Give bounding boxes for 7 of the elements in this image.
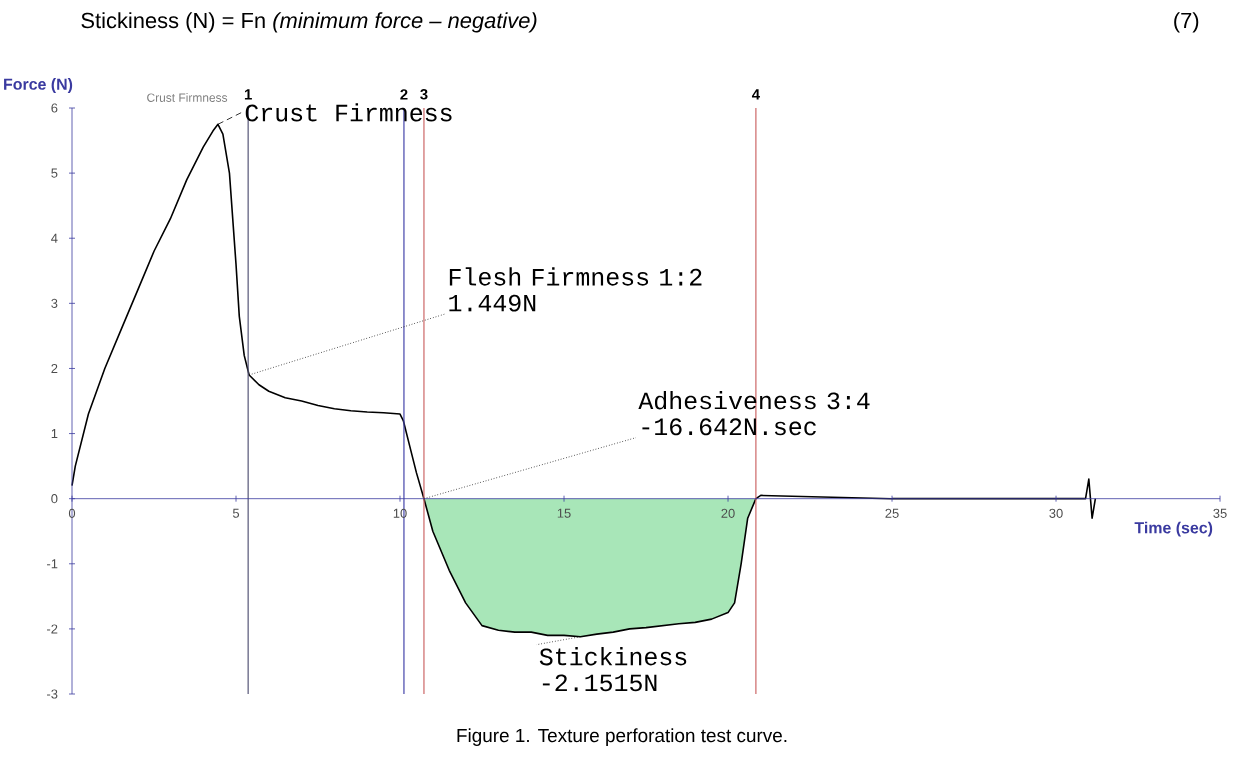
text: (7) xyxy=(1174,12,1199,33)
annotation: Adhesiveness 3:4 -16.642N.sec xyxy=(638,391,870,436)
annotation: Crust Firmness xyxy=(245,103,452,122)
text: Stickiness (N) = Fn (minimum force – negative) xyxy=(81,12,537,33)
annotation: Flesh Firmness 1:2 1.449N xyxy=(449,267,702,312)
caption: Figure 1. Texture perforation test curve. xyxy=(457,728,787,746)
annotation: Stickiness -2.1515N xyxy=(539,647,687,692)
